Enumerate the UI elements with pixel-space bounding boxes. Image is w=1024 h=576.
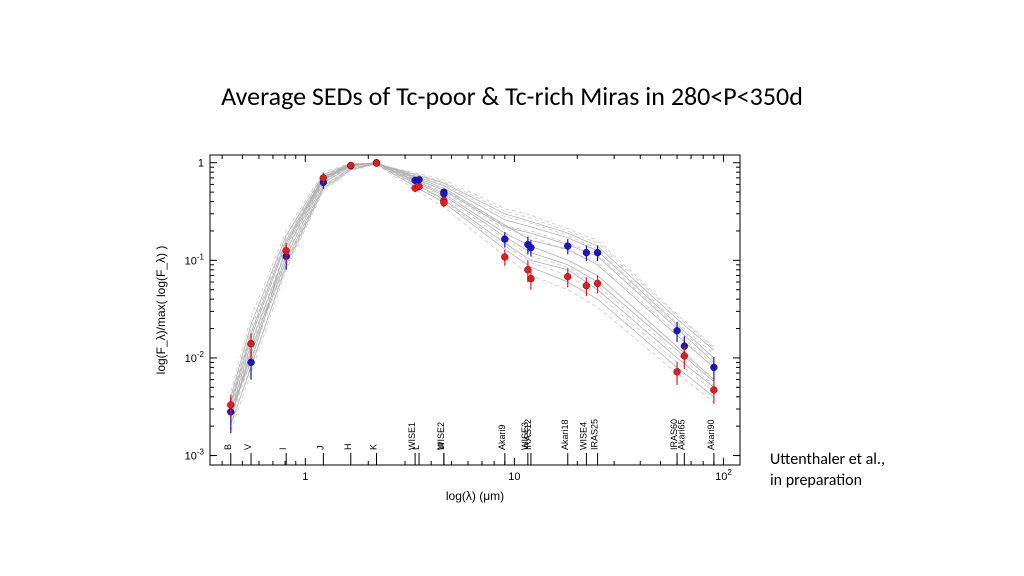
svg-text:Akari65: Akari65 bbox=[676, 419, 686, 450]
credit-line1: Uttenthaler et al., bbox=[770, 450, 885, 471]
svg-text:B: B bbox=[223, 444, 233, 450]
page-title: Average SEDs of Tc-poor & Tc-rich Miras … bbox=[0, 80, 1024, 112]
svg-text:10: 10 bbox=[508, 471, 520, 483]
sed-plot: 1 10 102 10-3 10-2 10-1 1 log(λ) (μm) log(F_λ)/m… bbox=[150, 145, 750, 520]
svg-text:IRAS25: IRAS25 bbox=[590, 419, 600, 450]
svg-text:Akari90: Akari90 bbox=[706, 419, 716, 450]
credit-text: Uttenthaler et al., in preparation bbox=[770, 450, 885, 492]
svg-text:H: H bbox=[343, 444, 353, 451]
plot-svg: 1 10 102 10-3 10-2 10-1 1 log(λ) (μm) log(F_λ)/m… bbox=[150, 145, 750, 520]
svg-text:I: I bbox=[278, 447, 288, 450]
svg-text:V: V bbox=[243, 444, 253, 450]
svg-text:WISE2: WISE2 bbox=[436, 422, 446, 450]
svg-text:WISE1: WISE1 bbox=[407, 422, 417, 450]
svg-text:1: 1 bbox=[302, 471, 308, 483]
svg-text:WISE4: WISE4 bbox=[578, 422, 588, 450]
svg-text:1: 1 bbox=[198, 158, 204, 170]
svg-text:10-2: 10-2 bbox=[185, 350, 205, 365]
svg-text:10-3: 10-3 bbox=[185, 448, 205, 463]
svg-text:Akari9: Akari9 bbox=[497, 424, 507, 450]
svg-text:J: J bbox=[315, 446, 325, 451]
svg-text:IRAS12: IRAS12 bbox=[523, 419, 533, 450]
svg-text:Akari18: Akari18 bbox=[560, 419, 570, 450]
svg-text:102: 102 bbox=[715, 468, 732, 483]
svg-text:log(λ) (μm): log(λ) (μm) bbox=[446, 489, 504, 503]
svg-text:log(F_λ)/max( log(F_λ) ): log(F_λ)/max( log(F_λ) ) bbox=[154, 246, 168, 375]
credit-line2: in preparation bbox=[770, 471, 885, 492]
svg-text:K: K bbox=[368, 444, 378, 450]
svg-text:10-1: 10-1 bbox=[185, 252, 205, 267]
